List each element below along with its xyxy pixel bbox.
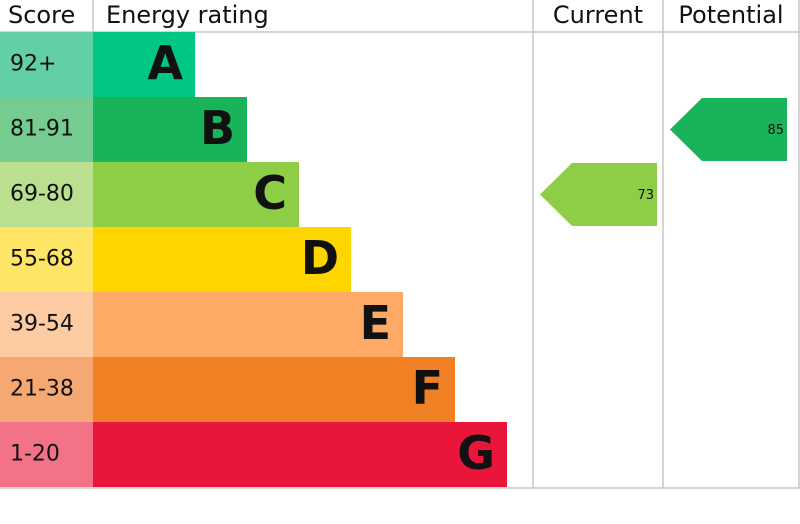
- score-cell: [0, 162, 93, 227]
- header-rating: Energy rating: [106, 1, 269, 29]
- score-cell: [0, 422, 93, 487]
- score-cell: [0, 32, 93, 97]
- rating-letter: G: [457, 426, 495, 480]
- rating-letter: A: [147, 36, 183, 90]
- score-label: 81-91: [10, 117, 74, 142]
- rating-letter: F: [412, 361, 443, 415]
- rating-bar: [93, 227, 351, 292]
- rating-value: 73: [637, 188, 654, 203]
- score-cell: [0, 357, 93, 422]
- score-label: 39-54: [10, 312, 74, 337]
- rating-letter: D: [301, 231, 339, 285]
- score-label: 69-80: [10, 182, 74, 207]
- rating-bar: [93, 32, 195, 97]
- rating-letter: C: [253, 166, 287, 220]
- rating-bar: [93, 357, 455, 422]
- rating-arrow: [540, 163, 657, 226]
- rating-letter: B: [200, 101, 235, 155]
- rating-bar: [93, 97, 247, 162]
- score-label: 55-68: [10, 247, 74, 272]
- rating-arrow: [670, 98, 787, 161]
- rating-bar: [93, 292, 403, 357]
- score-cell: [0, 292, 93, 357]
- score-label: 1-20: [10, 442, 60, 467]
- header-potential: Potential: [678, 1, 783, 29]
- score-cell: [0, 97, 93, 162]
- score-label: 21-38: [10, 377, 74, 402]
- rating-bar: [93, 422, 507, 487]
- score-cell: [0, 227, 93, 292]
- rating-bar: [93, 162, 299, 227]
- header-score: Score: [8, 1, 75, 29]
- header-current: Current: [553, 1, 643, 29]
- rating-letter: E: [360, 296, 391, 350]
- rating-value: 85: [767, 123, 784, 138]
- score-label: 92+: [10, 52, 56, 77]
